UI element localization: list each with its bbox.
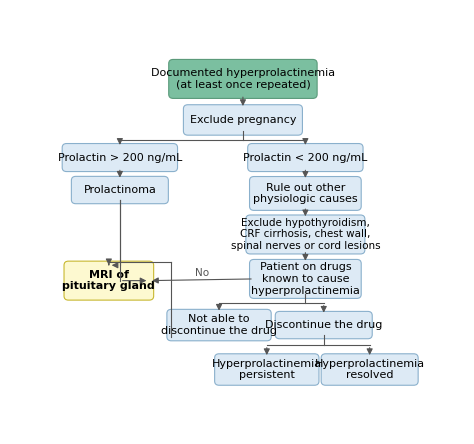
Text: Exclude hypothyroidism,
CRF cirrhosis, chest wall,
spinal nerves or cord lesions: Exclude hypothyroidism, CRF cirrhosis, c… xyxy=(230,218,380,251)
Text: Prolactinoma: Prolactinoma xyxy=(83,185,156,195)
FancyBboxPatch shape xyxy=(62,143,178,171)
FancyBboxPatch shape xyxy=(249,177,361,210)
Text: Not able to
discontinue the drug: Not able to discontinue the drug xyxy=(161,314,277,336)
Text: MRI of
pituitary gland: MRI of pituitary gland xyxy=(63,270,155,291)
Text: Discontinue the drug: Discontinue the drug xyxy=(265,320,383,330)
Text: Rule out other
physiologic causes: Rule out other physiologic causes xyxy=(253,182,358,204)
Text: No: No xyxy=(194,268,209,278)
Text: Exclude pregnancy: Exclude pregnancy xyxy=(190,115,296,125)
FancyBboxPatch shape xyxy=(249,259,361,298)
Text: Documented hyperprolactinemia
(at least once repeated): Documented hyperprolactinemia (at least … xyxy=(151,68,335,90)
Text: Hyperprolactinemia
resolved: Hyperprolactinemia resolved xyxy=(315,359,425,381)
FancyBboxPatch shape xyxy=(321,354,418,385)
Text: Hyperprolactinemia
persistent: Hyperprolactinemia persistent xyxy=(212,359,322,381)
Text: Prolactin > 200 ng/mL: Prolactin > 200 ng/mL xyxy=(58,153,182,163)
FancyBboxPatch shape xyxy=(246,215,365,254)
Text: Patient on drugs
known to cause
hyperprolactinemia: Patient on drugs known to cause hyperpro… xyxy=(251,262,360,296)
FancyBboxPatch shape xyxy=(169,59,317,99)
FancyBboxPatch shape xyxy=(167,309,271,341)
FancyBboxPatch shape xyxy=(72,176,168,204)
Text: Prolactin < 200 ng/mL: Prolactin < 200 ng/mL xyxy=(243,153,367,163)
FancyBboxPatch shape xyxy=(215,354,319,385)
FancyBboxPatch shape xyxy=(248,143,363,171)
FancyBboxPatch shape xyxy=(183,105,302,135)
FancyBboxPatch shape xyxy=(64,261,154,300)
FancyBboxPatch shape xyxy=(275,311,372,339)
